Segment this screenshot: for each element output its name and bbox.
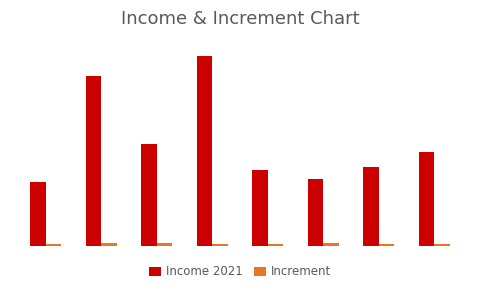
Bar [252,170,268,246]
Legend: Income 2021, Increment: Income 2021, Increment [144,260,336,283]
Bar [46,244,61,246]
Bar [141,144,157,246]
Bar [308,179,323,246]
Title: Income & Increment Chart: Income & Increment Chart [120,10,360,28]
Bar [212,244,228,246]
Bar [101,243,117,246]
Bar [197,56,212,246]
Bar [268,244,283,246]
Bar [30,182,46,246]
Bar [434,244,450,246]
Bar [379,244,395,246]
Bar [85,76,101,246]
Bar [363,167,379,246]
Bar [157,243,172,246]
Bar [419,152,434,246]
Bar [323,243,339,246]
